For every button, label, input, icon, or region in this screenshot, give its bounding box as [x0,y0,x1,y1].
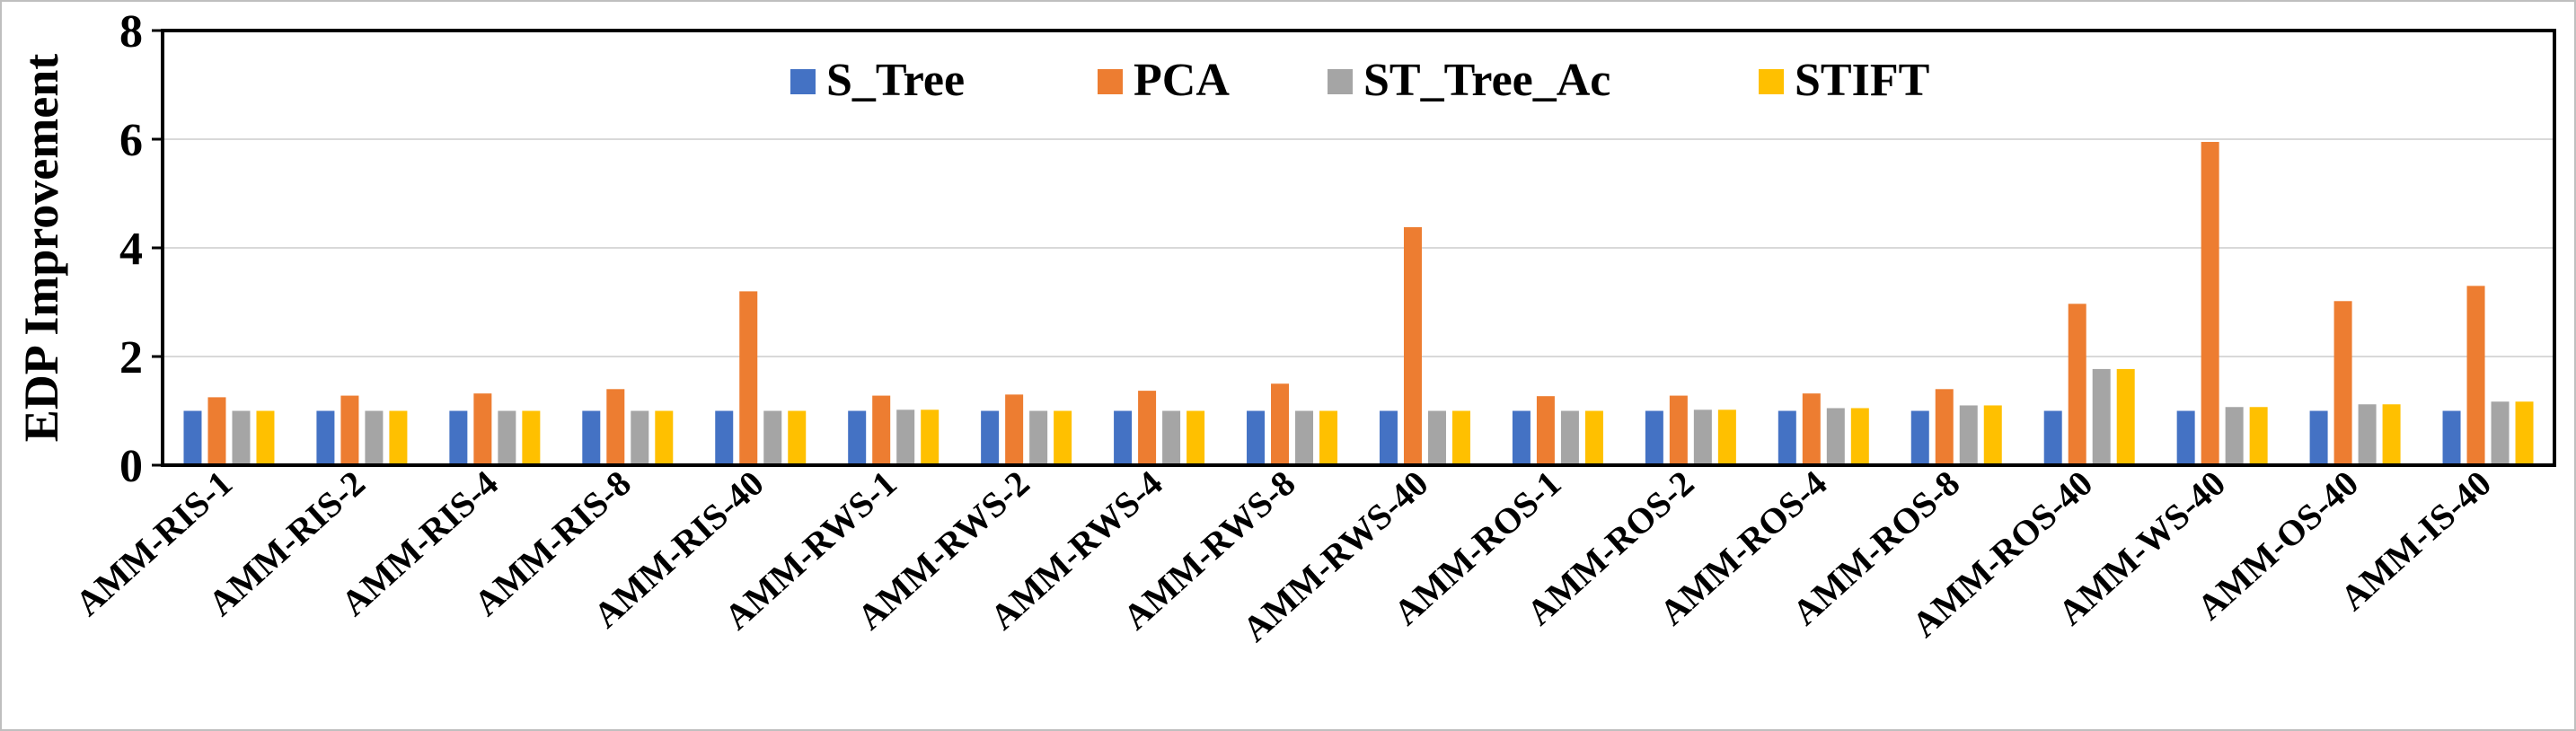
bar-st-tree-ac [498,410,516,465]
y-tick-label: 2 [119,332,143,383]
bar-st-tree-ac [365,410,384,465]
legend-swatch [1759,69,1784,94]
bar-pca [739,291,758,465]
bar-stift [1451,410,1470,465]
bar-s-tree [582,410,601,465]
legend-label: STIFT [1795,55,1929,106]
legend: S_Tree PCA ST_Tree_Ac STIFT [790,55,1929,106]
y-tick-label: 0 [119,441,143,492]
bar-stift [1983,405,2002,465]
bar-stift [655,410,674,465]
bar-st-tree-ac [1427,410,1446,465]
bar-st-tree-ac [763,410,782,465]
bar-pca [1935,389,1954,465]
bar-st-tree-ac [1029,410,1048,465]
bar-pca [2068,304,2086,465]
bar-stift [2249,407,2268,465]
bar-s-tree [1114,410,1133,465]
bar-pca [1802,393,1821,465]
bar-s-tree [183,410,202,465]
bar-pca [2333,301,2352,465]
y-tick-label: 4 [119,224,143,275]
bar-st-tree-ac [1693,410,1712,465]
bar-s-tree [316,410,335,465]
bar-st-tree-ac [631,410,649,465]
bar-st-tree-ac [896,410,915,465]
bar-s-tree [1512,410,1531,465]
bar-s-tree [1910,410,1929,465]
bar-pca [1403,227,1422,465]
bar-s-tree [2309,410,2328,465]
bar-stift [1584,410,1603,465]
bar-stift [1319,410,1338,465]
legend-label: S_Tree [826,55,965,106]
bar-s-tree [848,410,867,465]
bar-pca [2466,286,2485,465]
bar-stift [921,410,940,465]
bar-pca [1271,383,1290,465]
bar-st-tree-ac [1295,410,1314,465]
y-tick-label: 8 [119,6,143,57]
bar-stift [389,410,408,465]
bar-pca [2201,142,2219,465]
bar-st-tree-ac [1560,410,1579,465]
bar-s-tree [1778,410,1796,465]
bars [183,142,2534,465]
bar-pca [1536,396,1555,465]
bar-pca [872,395,891,465]
bar-pca [340,395,359,465]
bar-s-tree [2176,410,2195,465]
bar-s-tree [1379,410,1398,465]
bar-pca [1005,394,1024,465]
bar-s-tree [981,410,1000,465]
bar-pca [1669,395,1688,465]
bar-stift [256,410,275,465]
y-axis-ticks: 0 2 4 6 8 [119,6,163,492]
bar-st-tree-ac [2092,368,2111,465]
bar-st-tree-ac [1959,405,1978,465]
bar-stift [788,410,807,465]
bar-s-tree [2043,410,2062,465]
bar-s-tree [715,410,734,465]
bar-pca [473,393,492,465]
legend-swatch [1328,69,1353,94]
bar-st-tree-ac [1826,408,1845,465]
bar-s-tree [2442,410,2461,465]
bar-pca [1138,391,1157,465]
bar-s-tree [449,410,468,465]
bar-pca [606,389,625,465]
bar-stift [522,410,541,465]
bar-st-tree-ac [232,410,251,465]
bar-s-tree [1645,410,1663,465]
y-axis-label: EDP Improvement [14,54,68,442]
bar-stift [1717,410,1736,465]
bar-stift [1850,408,1869,465]
y-tick-label: 6 [119,115,143,166]
legend-label: PCA [1134,55,1230,106]
gridlines [163,138,2554,357]
bar-st-tree-ac [1162,410,1181,465]
bar-st-tree-ac [2225,407,2244,465]
bar-st-tree-ac [2491,401,2510,465]
bar-stift [1187,410,1205,465]
bar-stift [2116,368,2135,465]
legend-swatch [1098,69,1123,94]
legend-swatch [790,69,816,94]
bar-stift [1054,410,1072,465]
bar-stift [2382,404,2401,465]
bar-st-tree-ac [2358,404,2377,465]
bar-s-tree [1247,410,1266,465]
bar-stift [2515,401,2534,465]
bar-pca [207,397,226,465]
legend-label: ST_Tree_Ac [1363,55,1610,106]
